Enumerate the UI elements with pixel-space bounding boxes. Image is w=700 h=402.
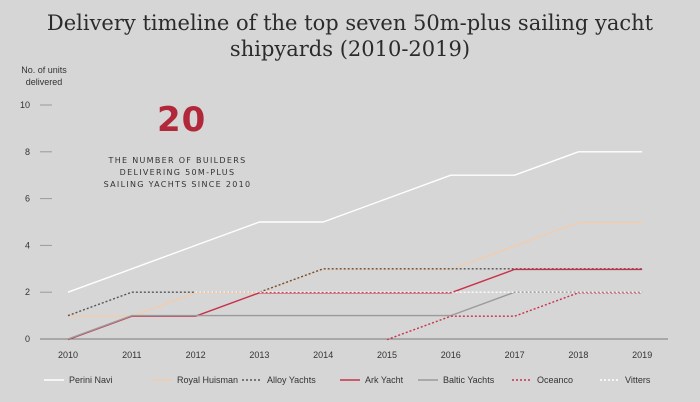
- legend-label: Perini Navi: [69, 375, 113, 385]
- legend-label: Ark Yacht: [365, 375, 404, 385]
- series-line-royal-huisman: [68, 221, 643, 317]
- x-tick-label: 2014: [313, 350, 333, 360]
- y-tick-label: 8: [25, 147, 30, 157]
- callout-text: THE NUMBER OF BUILDERS DELIVERING 50M-PL…: [103, 156, 252, 189]
- legend-label: Vitters: [625, 375, 651, 385]
- callout-number: 20: [157, 100, 207, 140]
- y-tick-label: 10: [20, 100, 30, 110]
- x-tick-label: 2017: [505, 350, 525, 360]
- y-tick-label: 2: [25, 287, 30, 297]
- legend-label: Oceanco: [537, 375, 573, 385]
- series-line-ark-yacht: [67, 268, 643, 341]
- x-tick-label: 2012: [186, 350, 206, 360]
- x-tick-label: 2013: [249, 350, 269, 360]
- x-tick-label: 2010: [58, 350, 78, 360]
- y-tick-label: 4: [25, 240, 30, 250]
- y-axis-label: No. of units delivered: [21, 65, 67, 87]
- x-tick-label: 2019: [632, 350, 652, 360]
- legend-label: Royal Huisman: [177, 375, 238, 385]
- y-tick-label: 6: [25, 194, 30, 204]
- series-line-perini-navi: [67, 151, 643, 293]
- series-line-baltic-yachts: [67, 291, 643, 340]
- x-tick-label: 2015: [377, 350, 397, 360]
- y-tick-label: 0: [25, 334, 30, 344]
- x-tick-label: 2016: [441, 350, 461, 360]
- legend-label: Baltic Yachts: [443, 375, 495, 385]
- chart-title: Delivery timeline of the top seven 50m-p…: [46, 11, 654, 61]
- x-tick-label: 2018: [568, 350, 588, 360]
- legend-label: Alloy Yachts: [267, 375, 316, 385]
- x-tick-label: 2011: [122, 350, 141, 360]
